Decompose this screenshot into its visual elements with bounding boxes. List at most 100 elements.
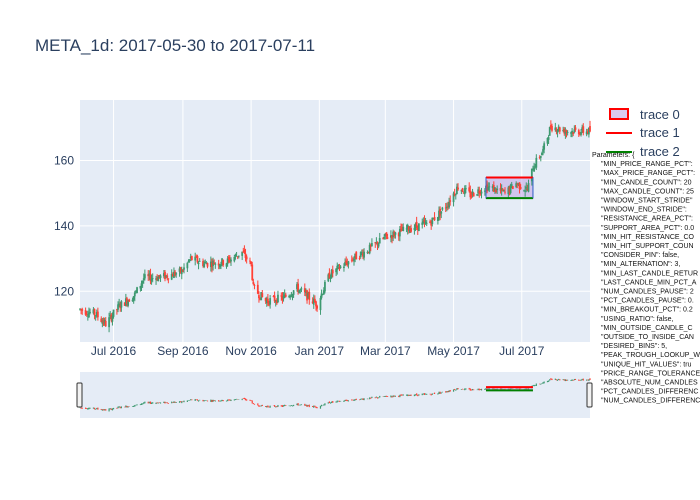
- candle-body: [187, 260, 190, 262]
- candle-body: [321, 294, 324, 296]
- candle-body: [586, 131, 589, 134]
- candle-body: [501, 189, 504, 192]
- candle-body: [162, 273, 165, 277]
- candle-body: [448, 201, 450, 208]
- candle-body: [555, 129, 558, 132]
- candle-body: [111, 315, 114, 322]
- candle-body: [142, 278, 145, 281]
- candle-body: [92, 309, 95, 314]
- candle-body: [123, 302, 126, 306]
- candle-body: [421, 222, 424, 225]
- candle-body: [222, 260, 225, 266]
- candle-body: [454, 194, 457, 196]
- chart-title: META_1d: 2017-05-30 to 2017-07-11: [35, 36, 315, 55]
- candle-body: [281, 296, 284, 300]
- parameter-line: "MIN_HIT_SUPPORT_COUN: [601, 243, 694, 250]
- candle-body: [81, 309, 84, 311]
- candle-body: [415, 221, 418, 227]
- candle-body: [526, 189, 529, 191]
- candle-body: [296, 284, 298, 290]
- candle-body: [136, 287, 138, 294]
- range-slider-left-handle[interactable]: [76, 382, 83, 408]
- plot-background: [80, 100, 590, 342]
- legend-swatch-trace-0: [609, 108, 629, 120]
- parameter-line: "LAST_CANDLE_MIN_PCT_A: [601, 279, 697, 286]
- candle-body: [549, 125, 552, 128]
- candle-body: [235, 255, 238, 257]
- candle-body: [547, 137, 550, 140]
- candle-body: [307, 293, 310, 299]
- candle-body: [245, 256, 248, 260]
- range-slider-right-handle[interactable]: [586, 382, 593, 408]
- gridlines: [80, 100, 590, 342]
- range-slider[interactable]: [76, 372, 593, 418]
- candle-body: [117, 304, 119, 310]
- candle-body: [124, 298, 127, 306]
- candle-body: [282, 295, 285, 299]
- candle-body: [507, 187, 510, 195]
- parameter-line: "MIN_LAST_CANDLE_RETUR: [601, 270, 698, 277]
- candle-body: [384, 233, 387, 237]
- candle-body: [180, 269, 183, 275]
- legend-item-trace-2[interactable]: trace 2: [606, 144, 680, 159]
- candle-body: [572, 132, 575, 134]
- candle-body: [487, 186, 490, 190]
- candle-body: [346, 262, 349, 266]
- candle-body: [371, 243, 373, 247]
- candle-body: [461, 188, 464, 192]
- candle-body: [492, 185, 495, 192]
- candle-body: [241, 251, 244, 256]
- candle-body: [202, 261, 204, 267]
- candle-body: [158, 275, 161, 277]
- candle-body: [194, 256, 197, 261]
- candle-body: [89, 312, 91, 313]
- candle-body: [453, 193, 456, 196]
- parameter-line: Parameters: {: [592, 152, 635, 159]
- candle-body: [96, 311, 99, 318]
- candle-body: [479, 192, 482, 194]
- candle-body: [425, 222, 428, 224]
- candle-body: [133, 292, 136, 297]
- candle-body: [546, 137, 549, 144]
- candle-body: [195, 256, 198, 258]
- candle-body: [486, 184, 489, 192]
- candle-body: [159, 275, 162, 279]
- candle-body: [322, 290, 325, 295]
- candle-body: [261, 293, 264, 297]
- candle-body: [414, 223, 417, 228]
- candle-body: [297, 283, 299, 292]
- candle-body: [397, 233, 400, 237]
- candle-body: [320, 293, 323, 298]
- candle-body: [377, 243, 380, 247]
- candle-body: [313, 298, 316, 303]
- candle-body: [290, 295, 293, 297]
- candle-body: [277, 294, 279, 303]
- candle-body: [264, 297, 267, 302]
- candle-body: [539, 156, 542, 158]
- candle-body: [256, 284, 259, 294]
- candle-body: [209, 261, 212, 267]
- candle-body: [186, 262, 189, 269]
- parameter-line: "SUPPORT_AREA_PCT": 0.0: [601, 225, 694, 232]
- candle-body: [211, 262, 213, 268]
- candle-body: [483, 190, 486, 192]
- x-tick-label: May 2017: [427, 344, 480, 358]
- candle-body: [166, 275, 169, 278]
- parameter-line: "PCT_CANDLES_PAUSE": 0.: [601, 298, 694, 305]
- candle-body: [116, 309, 118, 311]
- candle-body: [533, 167, 535, 172]
- legend-item-trace-0[interactable]: trace 0: [609, 107, 680, 122]
- candle-body: [280, 295, 283, 297]
- candle-body: [289, 295, 292, 298]
- candle-body: [589, 126, 591, 132]
- legend-item-trace-1[interactable]: trace 1: [606, 125, 680, 140]
- candle-body: [517, 183, 520, 185]
- candle-body: [582, 126, 585, 133]
- candle-body: [212, 260, 214, 266]
- candle-body: [390, 235, 392, 238]
- y-axis-ticks: 120 140 160: [54, 154, 74, 299]
- candle-body: [376, 241, 379, 246]
- candle-body: [355, 251, 358, 260]
- candle-body: [343, 266, 345, 268]
- main-plot[interactable]: [79, 100, 591, 342]
